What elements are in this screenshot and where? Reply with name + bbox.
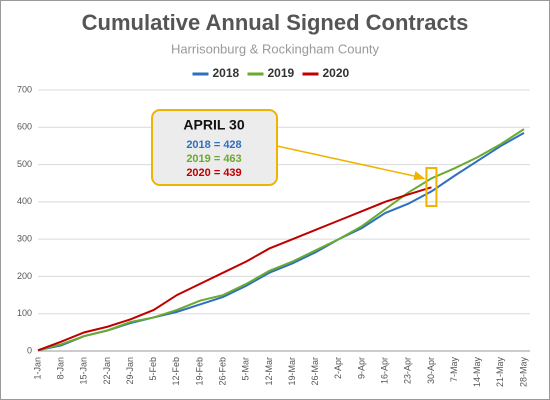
callout-title: APRIL 30 xyxy=(183,117,244,133)
series-line xyxy=(37,186,432,352)
callout-line: 2018 = 428 xyxy=(186,139,241,151)
x-tick-label: 5-Feb xyxy=(148,357,158,381)
y-tick-label: 0 xyxy=(27,345,32,355)
callout-box xyxy=(151,109,278,186)
y-tick-label: 500 xyxy=(17,159,32,169)
x-tick-label: 15-Jan xyxy=(79,357,89,385)
x-tick-label: 16-Apr xyxy=(380,357,390,384)
y-tick-label: 600 xyxy=(17,122,32,132)
x-tick-label: 22-Jan xyxy=(102,357,112,385)
chart-title: Cumulative Annual Signed Contracts xyxy=(82,10,469,35)
x-tick-label: 23-Apr xyxy=(403,357,413,384)
x-tick-label: 28-May xyxy=(518,357,528,388)
callout-line: 2020 = 439 xyxy=(186,167,241,179)
x-tick-label: 19-Feb xyxy=(194,357,204,386)
x-tick-label: 12-Feb xyxy=(171,357,181,386)
x-tick-label: 8-Jan xyxy=(56,357,66,380)
x-tick-label: 26-Feb xyxy=(218,357,228,386)
legend-label: 2018 xyxy=(213,66,240,80)
legend-label: 2019 xyxy=(268,66,295,80)
x-tick-label: 2-Apr xyxy=(333,357,343,379)
callout-line: 2019 = 463 xyxy=(186,153,241,165)
legend-label: 2020 xyxy=(323,66,350,80)
y-tick-label: 200 xyxy=(17,271,32,281)
x-tick-label: 1-Jan xyxy=(32,357,42,380)
x-tick-label: 7-May xyxy=(449,357,459,383)
x-tick-label: 5-Mar xyxy=(241,357,251,381)
x-tick-label: 29-Jan xyxy=(125,357,135,385)
arrow-head xyxy=(413,171,426,180)
x-tick-label: 19-Mar xyxy=(287,357,297,386)
y-tick-label: 300 xyxy=(17,234,32,244)
chart-subtitle: Harrisonburg & Rockingham County xyxy=(171,41,380,56)
callout-arrow xyxy=(276,145,424,179)
x-tick-label: 14-May xyxy=(472,357,482,388)
x-tick-label: 21-May xyxy=(495,357,505,388)
x-tick-label: 30-Apr xyxy=(426,357,436,384)
x-tick-label: 12-Mar xyxy=(264,357,274,386)
x-tick-label: 9-Apr xyxy=(356,357,366,379)
y-tick-label: 400 xyxy=(17,196,32,206)
series-line xyxy=(37,128,525,352)
highlight-box xyxy=(425,167,438,207)
y-tick-label: 700 xyxy=(17,84,32,94)
x-tick-label: 26-Mar xyxy=(310,357,320,386)
y-tick-label: 100 xyxy=(17,308,32,318)
